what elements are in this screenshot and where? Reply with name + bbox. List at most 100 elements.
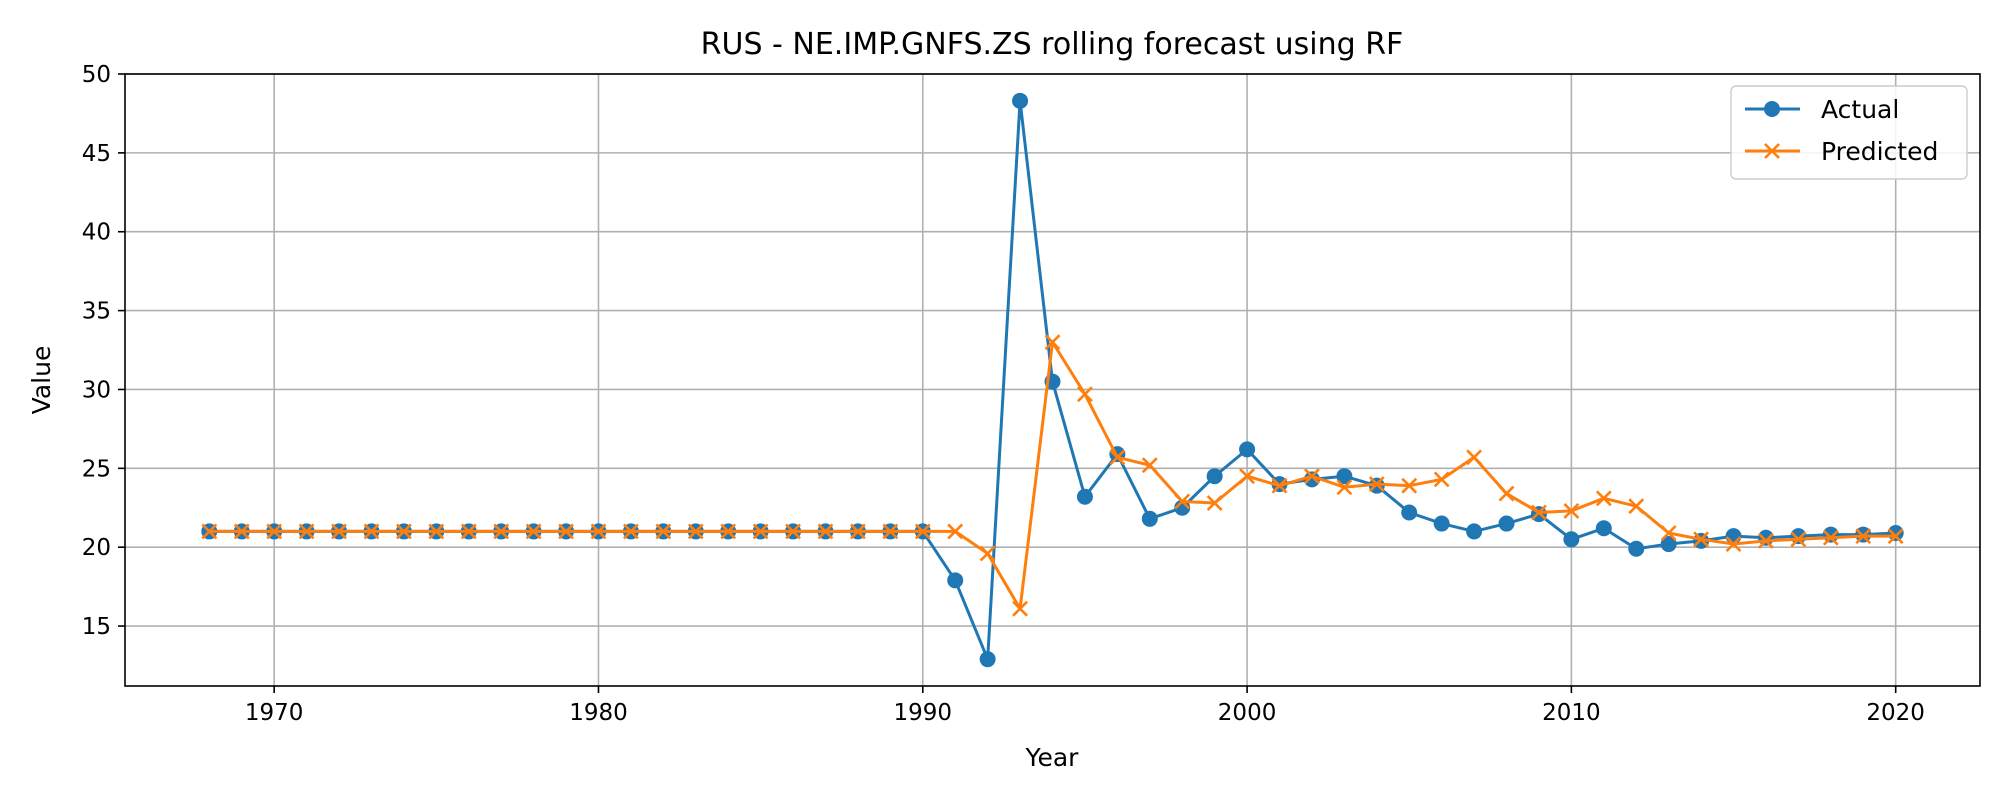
data-point-actual [1012, 92, 1029, 109]
data-point-predicted [460, 523, 477, 540]
chart-title: RUS - NE.IMP.GNFS.ZS rolling forecast us… [701, 27, 1404, 62]
data-point-predicted [1466, 449, 1483, 466]
data-point-actual [1563, 531, 1580, 548]
y-tick-label: 45 [82, 141, 111, 167]
data-point-actual [1498, 515, 1515, 532]
data-point-actual [1822, 526, 1839, 543]
data-point-actual [1239, 441, 1256, 458]
x-tick-label: 2010 [1542, 700, 1601, 726]
y-tick-label: 35 [82, 299, 111, 325]
data-point-actual [1303, 471, 1320, 488]
data-point-predicted [1368, 476, 1385, 493]
series-layer [201, 92, 1904, 668]
data-point-predicted [1109, 449, 1126, 466]
data-point-actual [1595, 520, 1612, 537]
data-point-predicted [752, 523, 769, 540]
legend-label-actual: Actual [1821, 95, 1899, 124]
data-point-predicted [850, 523, 866, 540]
x-tick-label: 1990 [894, 700, 953, 726]
data-point-actual [1790, 528, 1807, 545]
x-axis-title: Year [1025, 743, 1080, 772]
data-point-actual [1466, 523, 1483, 540]
data-point-actual [1757, 529, 1774, 546]
data-point-predicted [1628, 498, 1645, 515]
data-point-predicted [266, 523, 283, 540]
data-point-predicted [298, 523, 315, 540]
data-point-actual [1336, 468, 1353, 485]
data-point-predicted [1660, 525, 1677, 541]
data-point-actual [1141, 510, 1158, 527]
data-point-predicted [1044, 334, 1061, 351]
data-point-predicted [687, 523, 704, 540]
data-point-predicted [1401, 477, 1418, 494]
data-point-predicted [914, 523, 931, 540]
data-point-actual [1076, 488, 1093, 505]
data-point-predicted [1174, 493, 1191, 510]
data-point-predicted [979, 545, 996, 562]
y-tick-label: 40 [82, 220, 111, 246]
data-point-predicted [882, 523, 899, 540]
data-point-predicted [1758, 532, 1774, 549]
data-point-actual [947, 572, 964, 589]
data-point-predicted [817, 523, 834, 540]
data-point-predicted [1239, 468, 1255, 485]
data-point-predicted [1595, 490, 1612, 507]
legend-label-predicted: Predicted [1821, 137, 1938, 166]
data-point-predicted [1433, 471, 1450, 488]
data-point-predicted [1141, 457, 1158, 474]
data-point-predicted [331, 523, 347, 540]
data-point-predicted [1077, 386, 1093, 403]
y-tick-label: 30 [82, 377, 111, 403]
data-point-actual [1887, 525, 1904, 541]
data-point-predicted [201, 523, 218, 540]
data-point-predicted [1693, 531, 1710, 548]
data-point-actual [1401, 504, 1418, 521]
data-point-predicted [363, 523, 380, 540]
data-point-actual [1433, 515, 1450, 532]
data-point-actual [1206, 468, 1223, 485]
data-point-actual [1660, 536, 1677, 553]
y-axis-title: Value [27, 346, 56, 415]
data-point-predicted [558, 523, 574, 540]
data-point-actual [979, 651, 996, 668]
data-point-predicted [1012, 600, 1028, 617]
data-point-predicted [947, 523, 964, 540]
x-tick-label: 2000 [1218, 700, 1277, 726]
legend: Actual Predicted [1730, 85, 1968, 180]
x-tick-label: 1970 [245, 700, 304, 726]
data-point-predicted [1790, 531, 1807, 548]
series-predicted [201, 334, 1904, 617]
data-point-predicted [525, 523, 542, 540]
data-point-predicted [1822, 529, 1839, 546]
data-point-predicted [1304, 468, 1320, 485]
y-tick-label: 50 [82, 62, 111, 88]
data-point-predicted [655, 523, 672, 540]
y-tick-label: 20 [82, 535, 111, 561]
data-point-predicted [1336, 479, 1353, 496]
legend-marker-predicted [1764, 143, 1780, 159]
data-point-predicted [1563, 502, 1580, 519]
y-tick-label: 15 [82, 614, 111, 640]
data-point-predicted [1855, 528, 1872, 545]
data-point-predicted [785, 523, 801, 540]
data-point-predicted [720, 523, 737, 540]
data-point-predicted [493, 523, 510, 540]
data-point-predicted [1725, 536, 1742, 552]
y-axis: 15 20 25 30 35 40 45 50 [82, 62, 125, 640]
data-point-predicted [1206, 495, 1223, 511]
plot-area-frame [124, 73, 1981, 687]
data-point-predicted [1531, 504, 1547, 521]
data-point-predicted [1271, 477, 1288, 494]
data-point-predicted [428, 523, 445, 540]
data-point-predicted [233, 523, 250, 540]
x-tick-label: 1980 [569, 700, 628, 726]
y-tick-label: 25 [82, 456, 111, 482]
data-point-predicted [622, 523, 639, 540]
data-point-actual [1628, 540, 1645, 557]
data-point-predicted [1887, 528, 1904, 545]
x-axis: 1970 1980 1990 2000 2010 2020 [245, 686, 1925, 726]
x-tick-label: 2020 [1866, 700, 1925, 726]
data-point-predicted [590, 523, 607, 540]
legend-marker-actual [1764, 101, 1780, 117]
